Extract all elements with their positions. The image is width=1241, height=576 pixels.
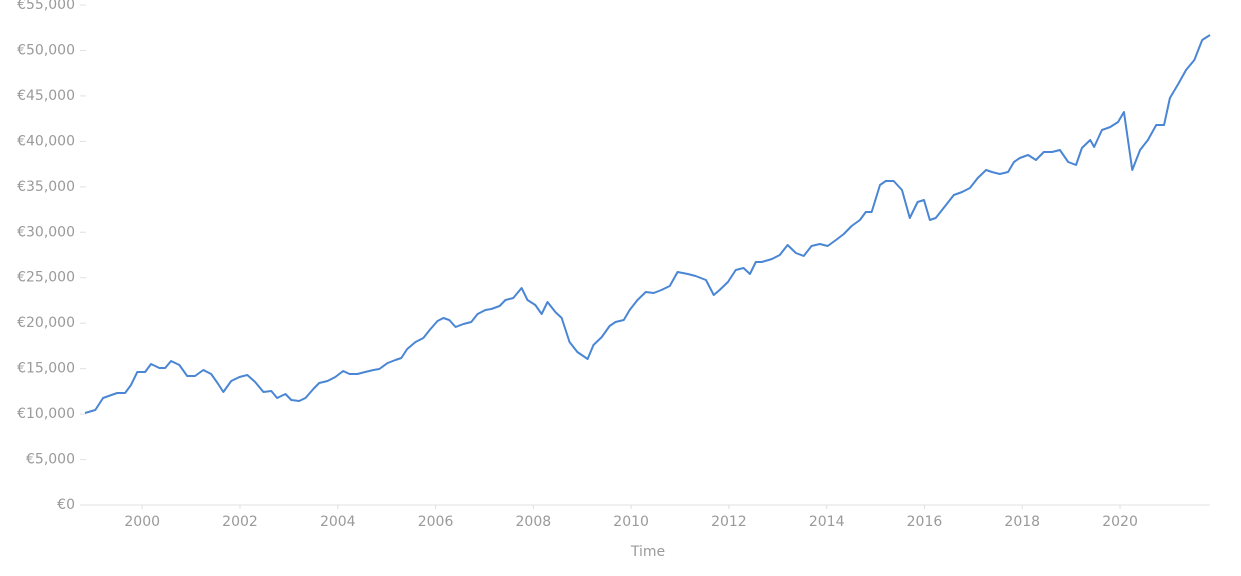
y-tick-label: €30,000 <box>17 224 75 240</box>
y-tick-label: €50,000 <box>17 42 75 58</box>
x-tick-label: 2008 <box>516 514 552 530</box>
x-tick-label: 2014 <box>809 514 845 530</box>
y-tick-label: €10,000 <box>17 406 75 422</box>
y-tick-label: €45,000 <box>17 88 75 104</box>
line-series <box>84 34 1211 414</box>
x-tick-label: 2002 <box>222 514 258 530</box>
x-axis-title: Time <box>630 544 665 560</box>
x-tick-label: 2010 <box>613 514 649 530</box>
x-tick-label: 2004 <box>320 514 356 530</box>
y-tick-label: €0 <box>57 497 75 513</box>
x-tick-label: 2012 <box>711 514 747 530</box>
x-tick-label: 2006 <box>418 514 454 530</box>
y-tick-label: €5,000 <box>26 452 75 468</box>
y-tick-label: €20,000 <box>17 315 75 331</box>
x-tick-label: 2020 <box>1102 514 1138 530</box>
y-tick-label: €35,000 <box>17 179 75 195</box>
y-tick-label: €55,000 <box>17 0 75 13</box>
y-tick-label: €15,000 <box>17 361 75 377</box>
y-tick-label: €40,000 <box>17 133 75 149</box>
x-tick-label: 2018 <box>1004 514 1040 530</box>
x-tick-label: 2016 <box>907 514 943 530</box>
y-tick-label: €25,000 <box>17 270 75 286</box>
x-tick-label: 2000 <box>124 514 160 530</box>
